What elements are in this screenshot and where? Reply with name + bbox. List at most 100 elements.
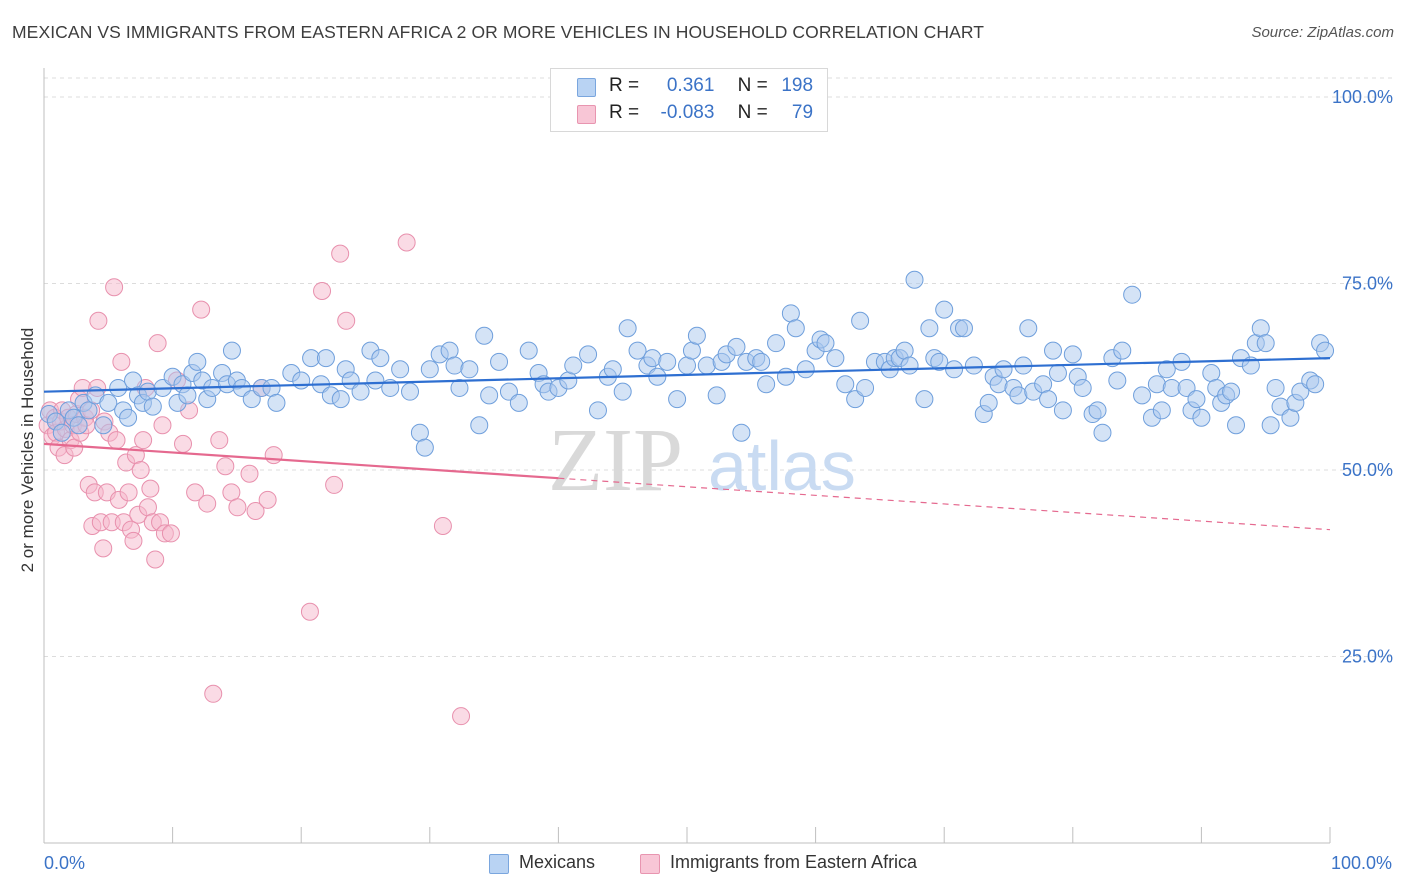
legend-n-label: N = <box>737 102 768 123</box>
watermark-atlas: atlas <box>708 427 856 505</box>
immigrants-point <box>107 431 126 450</box>
axes <box>43 68 1331 844</box>
mexicans-point <box>781 304 800 323</box>
mexicans-point <box>188 352 207 371</box>
mexicans-point <box>776 367 795 386</box>
mexicans-point <box>1157 360 1176 379</box>
mexicans-point <box>460 360 479 379</box>
trend-lines <box>43 357 1331 531</box>
chart-title: MEXICAN VS IMMIGRANTS FROM EASTERN AFRIC… <box>12 22 985 42</box>
mexicans-point <box>979 393 998 412</box>
mexicans-point <box>420 360 439 379</box>
mexicans-point <box>371 349 390 368</box>
mexicans-point <box>1063 345 1082 364</box>
mexicans-point <box>351 382 370 401</box>
immigrants-point <box>134 431 153 450</box>
mexicans-point <box>935 300 954 319</box>
mexicans-point <box>415 438 434 457</box>
mexicans-point <box>138 382 157 401</box>
mexicans-point <box>994 360 1013 379</box>
mexicans-point <box>1019 319 1038 338</box>
mexicans-point <box>767 334 786 353</box>
mexicans-point <box>1316 341 1335 360</box>
immigrants-point <box>192 300 211 319</box>
mexicans-point <box>292 371 311 390</box>
mexicans-point <box>178 386 197 405</box>
legend-r-value: -0.083 <box>660 102 715 123</box>
mexicans-point <box>1202 364 1221 383</box>
mexicans-point <box>930 352 949 371</box>
mexicans-point <box>851 311 870 330</box>
immigrants-point <box>146 550 165 569</box>
immigrants-point <box>204 684 223 703</box>
immigrants-point <box>174 434 193 453</box>
mexicans-point <box>964 356 983 375</box>
mexicans-point <box>1133 386 1152 405</box>
immigrants-point <box>246 502 265 521</box>
mexicans-point <box>658 352 677 371</box>
immigrants-point <box>112 352 131 371</box>
y-tick-label: 100.0% <box>1332 87 1393 107</box>
legend-n-label: N = <box>737 75 768 96</box>
y-tick-label: 25.0% <box>1342 647 1393 667</box>
mexicans-point <box>475 326 494 345</box>
immigrants-point <box>198 494 217 513</box>
source-note: Source: ZipAtlas.com <box>1251 24 1394 41</box>
mexicans-point <box>687 326 706 345</box>
y-tick-label: 75.0% <box>1342 274 1393 294</box>
y-tick-label: 50.0% <box>1342 460 1393 480</box>
mexicans-point <box>509 393 528 412</box>
mexicans-point <box>391 360 410 379</box>
immigrants-point <box>94 539 113 558</box>
mexicans-point <box>480 386 499 405</box>
mexicans-point <box>895 341 914 360</box>
mexicans-point <box>579 345 598 364</box>
mexicans-point <box>697 356 716 375</box>
mexicans-point <box>1053 401 1072 420</box>
x-tick-label: 100.0% <box>1331 853 1392 873</box>
mexicans-point <box>1256 334 1275 353</box>
immigrants-point <box>228 498 247 517</box>
immigrants-point <box>89 311 108 330</box>
mexicans-point <box>366 371 385 390</box>
mexicans-point <box>643 349 662 368</box>
mexicans-point <box>1266 378 1285 397</box>
mexicans-point <box>52 423 71 442</box>
watermark: ZIP atlas <box>548 411 856 510</box>
immigrants-point <box>210 431 229 450</box>
mexicans-point <box>222 341 241 360</box>
mexicans-point <box>69 416 88 435</box>
legend-n-value: 79 <box>791 102 814 123</box>
mexicans-point <box>316 349 335 368</box>
mexicans-point <box>99 393 118 412</box>
mexicans-point <box>1034 375 1053 394</box>
mexicans-point <box>470 416 489 435</box>
mexicans-point <box>682 341 701 360</box>
immigrants-point <box>258 490 277 509</box>
mexicans-point <box>79 401 98 420</box>
mexicans-point <box>262 378 281 397</box>
mexicans-point <box>1192 408 1211 427</box>
mexicans-point <box>1039 390 1058 409</box>
mexicans-points <box>39 270 1335 457</box>
mexicans-point <box>856 378 875 397</box>
immigrants-point <box>119 483 138 502</box>
mexicans-point <box>1044 341 1063 360</box>
mexicans-point <box>826 349 845 368</box>
mexicans-point <box>1113 341 1132 360</box>
mexicans-point <box>915 390 934 409</box>
mexicans-point <box>445 356 464 375</box>
mexicans-point <box>1048 364 1067 383</box>
mexicans-point <box>1009 386 1028 405</box>
mexicans-point <box>905 270 924 289</box>
mexicans-point <box>564 356 583 375</box>
mexicans-point <box>678 356 696 375</box>
legend-r-label: R = <box>609 102 640 123</box>
immigrants-point <box>131 461 150 479</box>
y-axis-label: 2 or more Vehicles in Household <box>18 327 37 573</box>
bottom-legend-label-immigrants: Immigrants from Eastern Africa <box>670 852 918 872</box>
y-axis-label-wrap: 2 or more Vehicles in Household <box>16 300 40 600</box>
mexicans-point <box>1222 382 1241 401</box>
mexicans-point <box>109 378 128 397</box>
